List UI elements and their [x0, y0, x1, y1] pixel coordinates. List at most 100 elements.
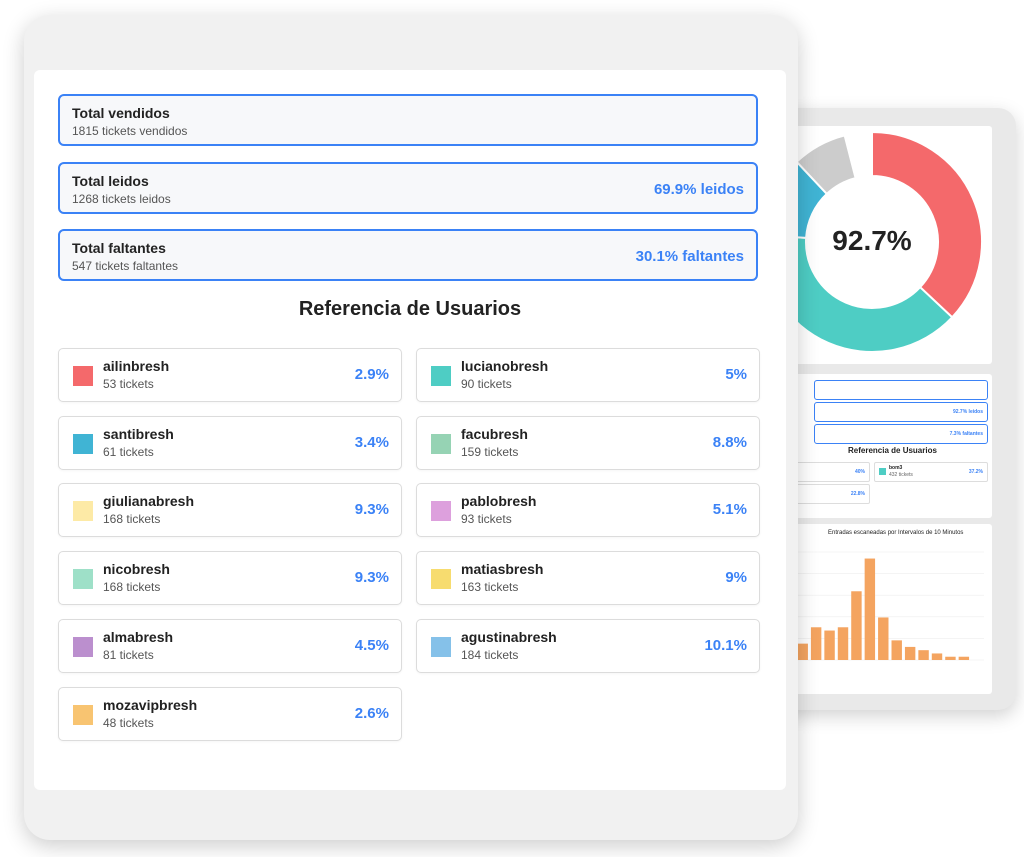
histogram-bar	[931, 653, 943, 660]
user-card[interactable]: giulianabresh 168 tickets 9.3%	[58, 483, 402, 537]
histogram-panel: Entradas escaneadas por Intervalos de 10…	[788, 524, 992, 694]
user-percent: 9.3%	[354, 501, 389, 518]
user-card[interactable]: lucianobresh 90 tickets 5%	[416, 348, 760, 402]
color-swatch	[73, 501, 93, 521]
donut-slice	[795, 134, 857, 196]
user-tickets: 163 tickets	[461, 580, 519, 594]
user-card[interactable]: matiasbresh 163 tickets 9%	[416, 551, 760, 605]
summary-card-missing: Total faltantes 547 tickets faltantes 30…	[58, 229, 758, 281]
color-swatch	[431, 366, 451, 386]
user-name: agustinabresh	[461, 629, 557, 645]
user-percent: 9.3%	[354, 569, 389, 586]
mini-user-card: bom3 432 tickets 37.2%	[874, 462, 988, 482]
histogram-bar	[891, 640, 902, 660]
color-swatch	[73, 637, 93, 657]
histogram-bar	[904, 646, 916, 660]
color-swatch	[431, 501, 451, 521]
histogram-title: Entradas escaneadas por Intervalos de 10…	[828, 530, 964, 536]
section-title: Referencia de Usuarios	[298, 298, 522, 320]
histogram-bar	[945, 656, 956, 660]
histogram-bar	[810, 627, 822, 660]
user-name: nicobresh	[103, 561, 170, 577]
summary-subtitle: 1268 tickets leidos	[72, 192, 171, 206]
user-name: facubresh	[461, 426, 528, 442]
user-card[interactable]: facubresh 159 tickets 8.8%	[416, 416, 760, 470]
mini-user-card: 22.8%	[788, 484, 870, 504]
histogram-chart	[796, 551, 984, 661]
user-percent: 5%	[725, 366, 747, 383]
mini-row-read-pct: 92.7% leidos	[952, 409, 983, 415]
user-tickets: 48 tickets	[103, 716, 154, 730]
user-name: almabresh	[103, 629, 174, 645]
user-name: lucianobresh	[461, 358, 549, 374]
user-name: ailinbresh	[103, 358, 170, 374]
mini-row-read: 92.7% leidos	[814, 402, 988, 422]
color-swatch	[73, 705, 93, 725]
user-percent: 8.8%	[712, 434, 747, 451]
user-tickets: 168 tickets	[103, 580, 161, 594]
donut-slice	[788, 235, 954, 353]
color-swatch	[73, 434, 93, 454]
donut-chart: 92.7%	[788, 130, 983, 353]
user-name: mozavipbresh	[103, 697, 198, 713]
summary-percent: 30.1% faltantes	[635, 248, 744, 265]
user-card[interactable]: ailinbresh 53 tickets 2.9%	[58, 348, 402, 402]
user-percent: 10.1%	[704, 637, 747, 654]
histogram-bar	[958, 656, 970, 660]
user-card[interactable]: mozavipbresh 48 tickets 2.6%	[58, 687, 402, 741]
user-percent: 4.5%	[354, 637, 389, 654]
histogram-bar	[851, 591, 862, 660]
user-name: santibresh	[103, 426, 174, 442]
mini-row-missing-pct: 7.3% faltantes	[949, 431, 983, 437]
mini-row-sold	[814, 380, 988, 400]
user-tickets: 90 tickets	[461, 377, 512, 391]
user-card[interactable]: agustinabresh 184 tickets 10.1%	[416, 619, 760, 673]
user-card[interactable]: pablobresh 93 tickets 5.1%	[416, 483, 760, 537]
user-card[interactable]: almabresh 81 tickets 4.5%	[58, 619, 402, 673]
user-tickets: 81 tickets	[103, 648, 154, 662]
dashboard-screen: Total vendidos 1815 tickets vendidos Tot…	[34, 70, 786, 790]
mini-user-card: 40%	[788, 462, 870, 482]
summary-title: Total vendidos	[72, 105, 170, 121]
user-card[interactable]: nicobresh 168 tickets 9.3%	[58, 551, 402, 605]
user-name: matiasbresh	[461, 561, 544, 577]
user-name: pablobresh	[461, 493, 537, 509]
user-tickets: 61 tickets	[103, 445, 154, 459]
user-tickets: 184 tickets	[461, 648, 519, 662]
user-percent: 9%	[725, 569, 747, 586]
color-swatch	[431, 637, 451, 657]
histogram-bar	[878, 617, 889, 660]
mini-summary-panel: 92.7% leidos 7.3% faltantes Referencia d…	[788, 374, 992, 518]
user-tickets: 159 tickets	[461, 445, 519, 459]
background-device: 92.7% 92.7% leidos 7.3% faltantes Refere…	[766, 108, 1016, 710]
user-percent: 2.9%	[354, 366, 389, 383]
user-tickets: 168 tickets	[103, 512, 161, 526]
color-swatch	[431, 434, 451, 454]
color-swatch	[73, 366, 93, 386]
user-percent: 3.4%	[354, 434, 389, 451]
histogram-bar	[837, 627, 849, 660]
summary-subtitle: 1815 tickets vendidos	[72, 124, 188, 138]
color-swatch	[431, 569, 451, 589]
histogram-bar	[918, 650, 929, 660]
summary-card-read: Total leidos 1268 tickets leidos 69.9% l…	[58, 162, 758, 214]
mini-section-title: Referencia de Usuarios	[848, 446, 937, 455]
tablet-device: Total vendidos 1815 tickets vendidos Tot…	[24, 15, 798, 840]
donut-center-label: 92.7%	[832, 225, 911, 256]
summary-title: Total faltantes	[72, 240, 166, 256]
donut-slice	[871, 130, 983, 319]
summary-card-sold: Total vendidos 1815 tickets vendidos	[58, 94, 758, 146]
mini-row-missing: 7.3% faltantes	[814, 424, 988, 444]
histogram-bar	[864, 558, 876, 660]
histogram-bar	[824, 630, 835, 660]
donut-chart-panel: 92.7%	[788, 126, 992, 364]
summary-subtitle: 547 tickets faltantes	[72, 259, 179, 273]
user-percent: 5.1%	[712, 501, 747, 518]
histogram-bar	[797, 643, 808, 660]
user-card[interactable]: santibresh 61 tickets 3.4%	[58, 416, 402, 470]
user-tickets: 53 tickets	[103, 377, 154, 391]
user-tickets: 93 tickets	[461, 512, 512, 526]
summary-percent: 69.9% leidos	[653, 181, 744, 198]
user-percent: 2.6%	[354, 705, 389, 722]
color-swatch	[73, 569, 93, 589]
